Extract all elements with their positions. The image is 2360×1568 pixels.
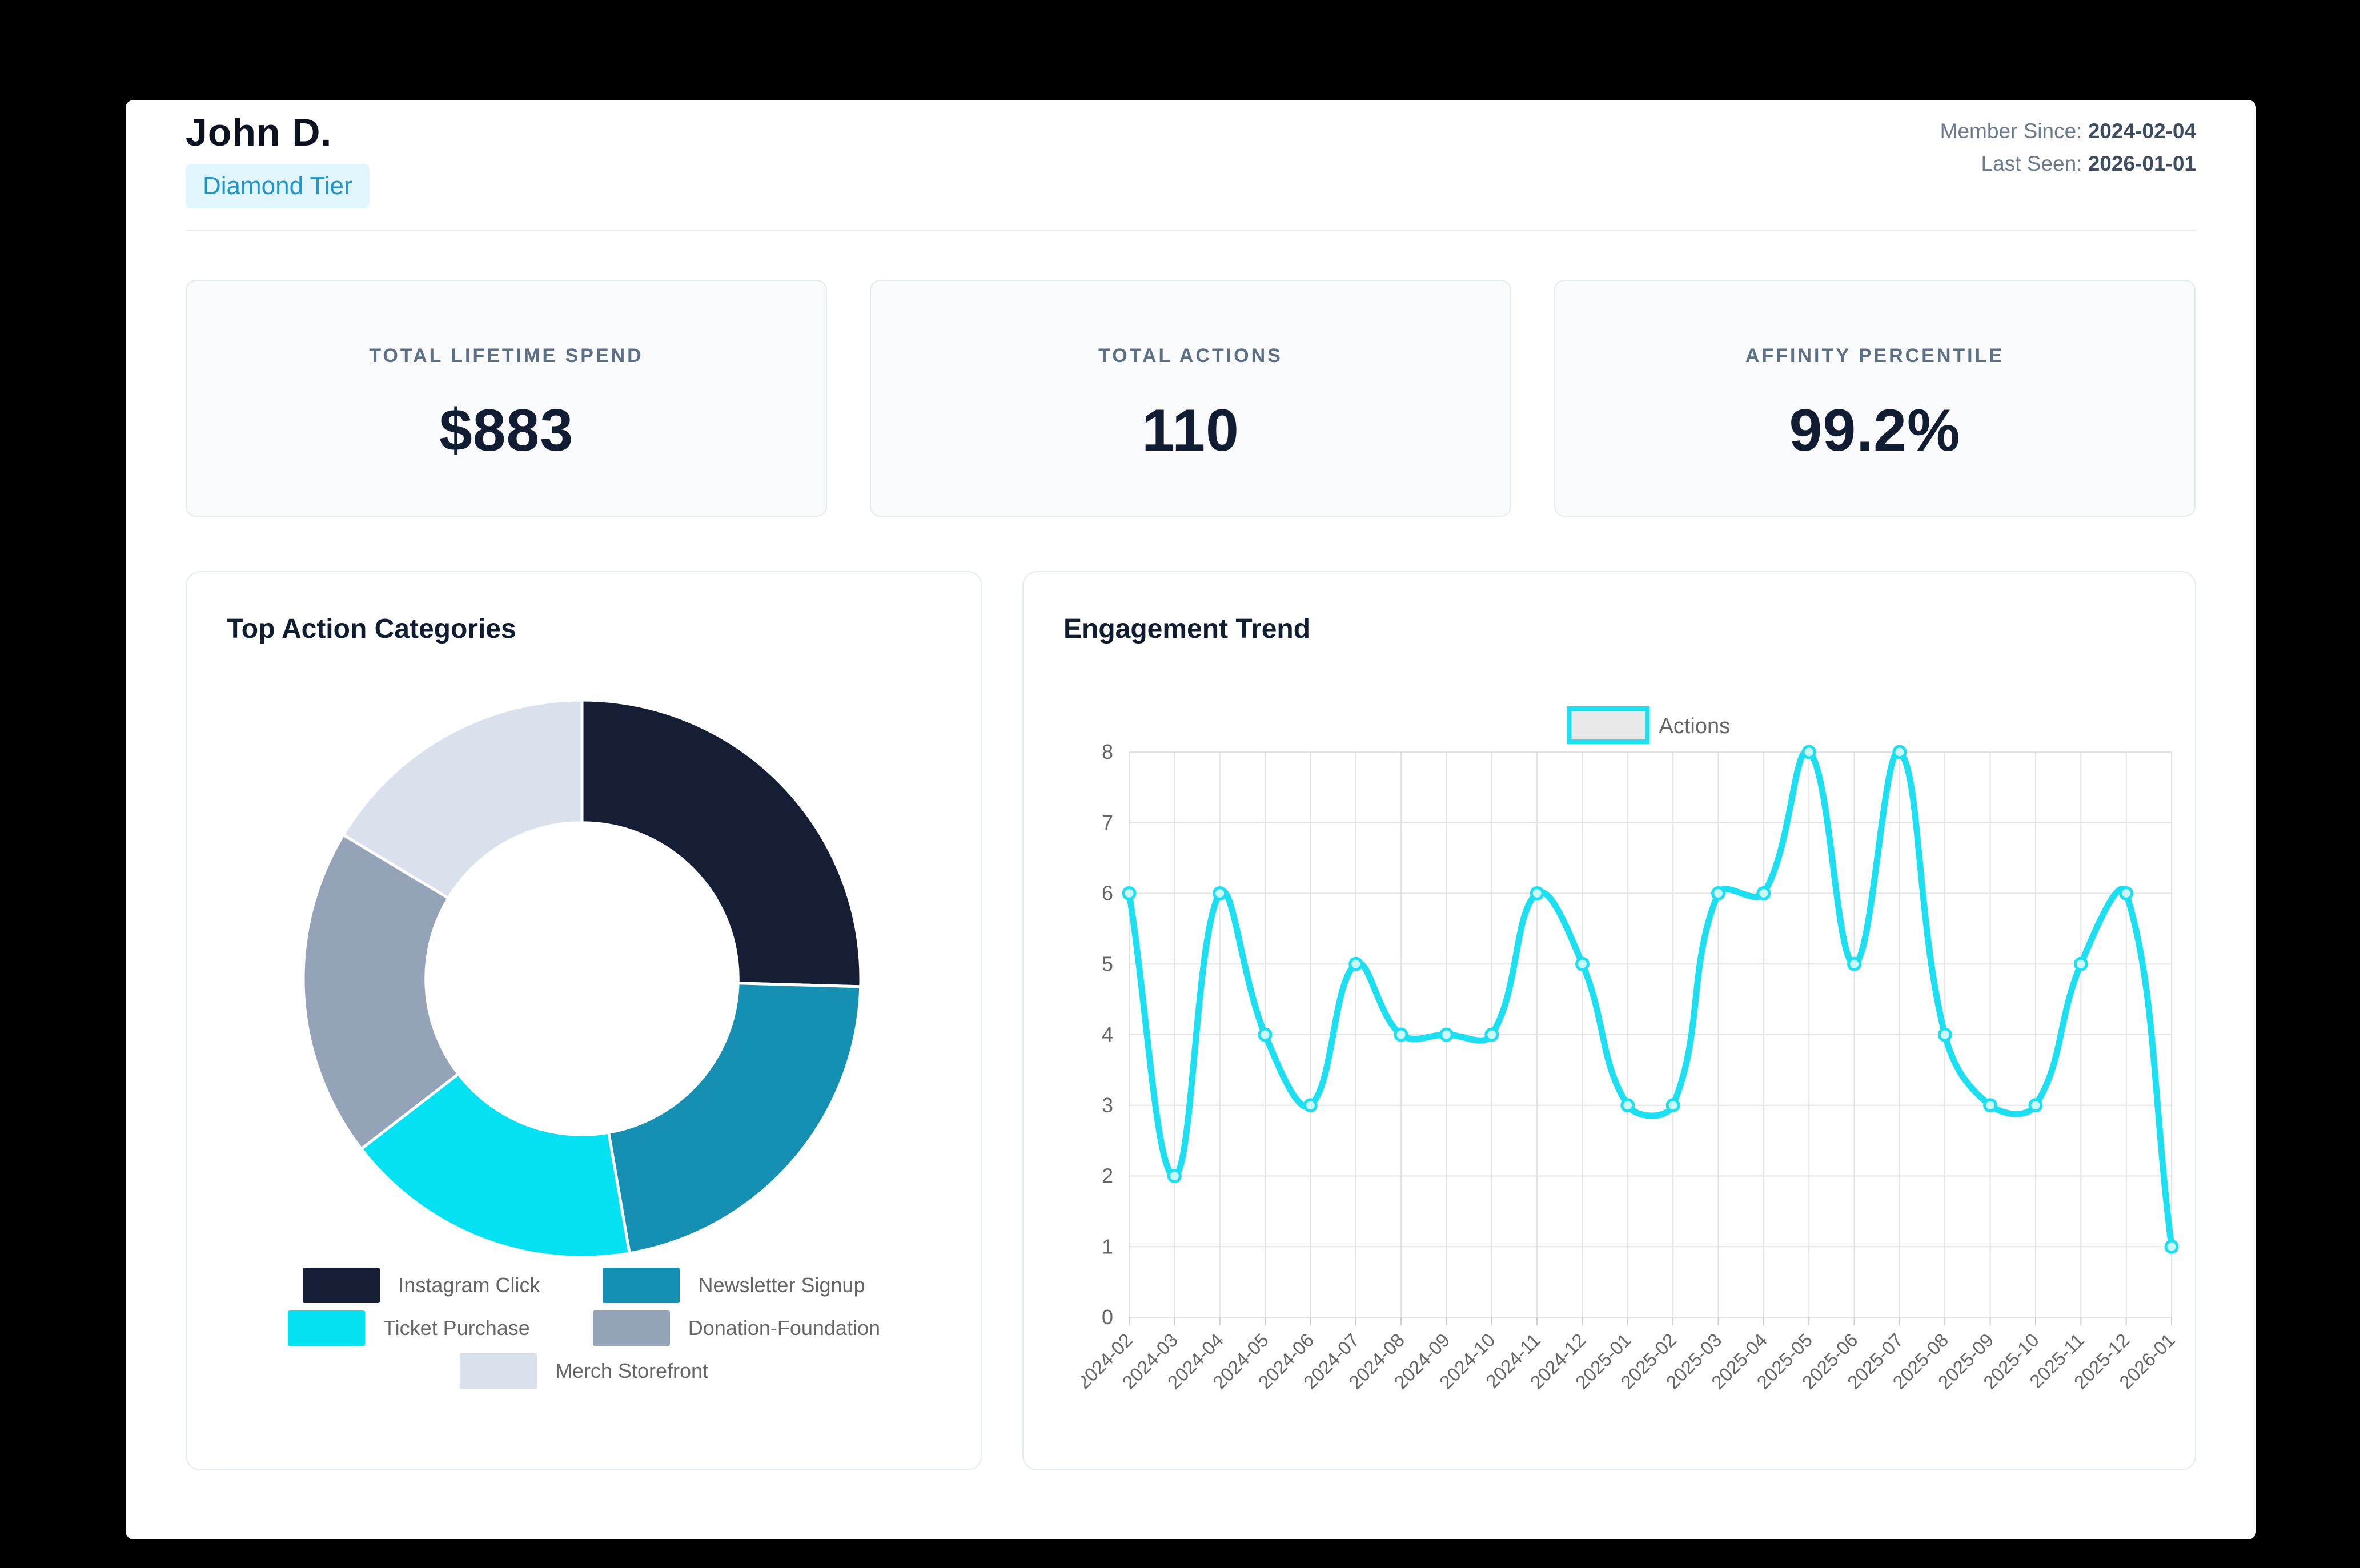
data-point-2024-09[interactable] [1439, 1027, 1454, 1042]
stat-card-total-actions: Total Actions 110 [870, 280, 1511, 517]
legend-swatch-icon [288, 1310, 365, 1346]
user-name: John D. [186, 111, 332, 154]
data-point-2024-07[interactable] [1348, 956, 1363, 971]
data-point-2024-08[interactable] [1394, 1027, 1408, 1042]
data-point-2024-06[interactable] [1303, 1098, 1318, 1113]
legend-item-0[interactable]: Instagram Click [303, 1268, 540, 1303]
legend-item-4[interactable]: Merch Storefront [459, 1353, 709, 1389]
stat-label: Total Actions [1098, 345, 1283, 367]
profile-header: John D. Diamond Tier Member Since: 2024-… [186, 100, 2196, 231]
y-tick-label: 5 [1102, 952, 1113, 975]
data-point-2025-03[interactable] [1711, 886, 1726, 900]
data-point-2024-02[interactable] [1122, 886, 1137, 900]
legend-row: Merch Storefront [459, 1353, 709, 1389]
stat-value: $883 [439, 397, 574, 464]
engagement-trend-card: Engagement Trend 0 1 2 3 4 5 6 7 8 2024-02 2024-03… [1022, 571, 2196, 1470]
y-tick-label: 1 [1102, 1235, 1113, 1258]
data-point-2025-07[interactable] [1892, 745, 1907, 759]
legend-label: Instagram Click [398, 1273, 540, 1297]
legend-swatch-icon [592, 1310, 670, 1346]
charts-row: Top Action Categories Instagram Click New… [186, 571, 2196, 1470]
y-tick-label: 2 [1102, 1164, 1113, 1188]
trend-legend-item[interactable]: Actions [1567, 706, 1731, 744]
donut-slice-1[interactable] [607, 982, 862, 1255]
legend-label: Donation-Foundation [688, 1316, 880, 1340]
tier-badge: Diamond Tier [186, 164, 370, 208]
data-point-2025-04[interactable] [1756, 886, 1771, 900]
data-point-2024-12[interactable] [1575, 956, 1590, 971]
y-tick-label: 3 [1102, 1093, 1113, 1117]
stat-label: Affinity Percentile [1745, 345, 2005, 367]
member-since-value: 2024-02-04 [2088, 119, 2196, 143]
legend-row: Instagram Click Newsletter Signup [303, 1268, 865, 1303]
dashboard-panel: John D. Diamond Tier Member Since: 2024-… [126, 100, 2256, 1539]
donut-slice-2[interactable] [360, 1072, 631, 1259]
data-point-2025-12[interactable] [2119, 886, 2134, 900]
legend-swatch-icon [603, 1268, 680, 1303]
data-point-2024-05[interactable] [1258, 1027, 1273, 1042]
top-action-categories-card: Top Action Categories Instagram Click New… [186, 571, 982, 1470]
legend-item-1[interactable]: Newsletter Signup [603, 1268, 865, 1303]
stat-label: Total Lifetime Spend [369, 345, 644, 367]
legend-row: Ticket Purchase Donation-Foundation [288, 1310, 880, 1346]
donut-legend: Instagram Click Newsletter Signup Ticket P… [187, 1268, 981, 1389]
data-point-2024-10[interactable] [1484, 1027, 1499, 1042]
legend-swatch-icon [303, 1268, 380, 1303]
line-chart[interactable]: 0123456782024-022024-032024-042024-05202… [1081, 703, 2183, 1469]
last-seen-value: 2026-01-01 [2088, 152, 2196, 176]
stat-value: 99.2% [1789, 397, 1961, 464]
legend-item-2[interactable]: Ticket Purchase [288, 1310, 530, 1346]
stat-value: 110 [1142, 397, 1239, 464]
data-point-2025-08[interactable] [1937, 1027, 1952, 1042]
data-point-2025-09[interactable] [1983, 1098, 1998, 1113]
donut-slice-3[interactable] [302, 833, 460, 1151]
stats-row: Total Lifetime Spend $883 Total Actions … [186, 280, 2196, 517]
member-since: Member Since: 2024-02-04 [1940, 119, 2196, 143]
legend-label: Merch Storefront [555, 1359, 709, 1382]
data-point-2025-11[interactable] [2073, 956, 2088, 971]
trend-legend-label: Actions [1659, 714, 1731, 738]
data-point-2024-03[interactable] [1167, 1169, 1182, 1183]
trend-chart-title: Engagement Trend [1063, 614, 1311, 644]
data-point-2025-02[interactable] [1665, 1098, 1680, 1113]
donut-chart-title: Top Action Categories [227, 614, 516, 644]
stat-card-affinity-percentile: Affinity Percentile 99.2% [1554, 280, 2196, 517]
legend-label: Ticket Purchase [383, 1316, 530, 1340]
data-point-2024-11[interactable] [1530, 886, 1544, 900]
y-tick-label: 6 [1102, 882, 1113, 905]
data-point-2024-04[interactable] [1213, 886, 1227, 900]
y-tick-label: 8 [1102, 740, 1113, 763]
legend-label: Newsletter Signup [698, 1273, 865, 1297]
data-point-2025-10[interactable] [2028, 1098, 2043, 1113]
donut-slice-4[interactable] [342, 698, 584, 900]
member-info: Member Since: 2024-02-04 Last Seen: 2026… [1940, 115, 2196, 180]
y-tick-label: 0 [1102, 1305, 1113, 1329]
data-point-2025-05[interactable] [1801, 745, 1816, 759]
legend-item-3[interactable]: Donation-Foundation [592, 1310, 880, 1346]
donut-slice-0[interactable] [580, 698, 862, 988]
y-tick-label: 7 [1102, 811, 1113, 834]
data-point-2025-06[interactable] [1847, 956, 1862, 971]
stat-card-lifetime-spend: Total Lifetime Spend $883 [186, 280, 827, 517]
donut-chart[interactable] [296, 693, 868, 1264]
legend-swatch-icon [459, 1353, 537, 1389]
y-tick-label: 4 [1102, 1023, 1113, 1046]
data-point-2025-01[interactable] [1620, 1098, 1635, 1113]
last-seen: Last Seen: 2026-01-01 [1981, 152, 2196, 176]
data-point-2026-01[interactable] [2164, 1239, 2179, 1254]
